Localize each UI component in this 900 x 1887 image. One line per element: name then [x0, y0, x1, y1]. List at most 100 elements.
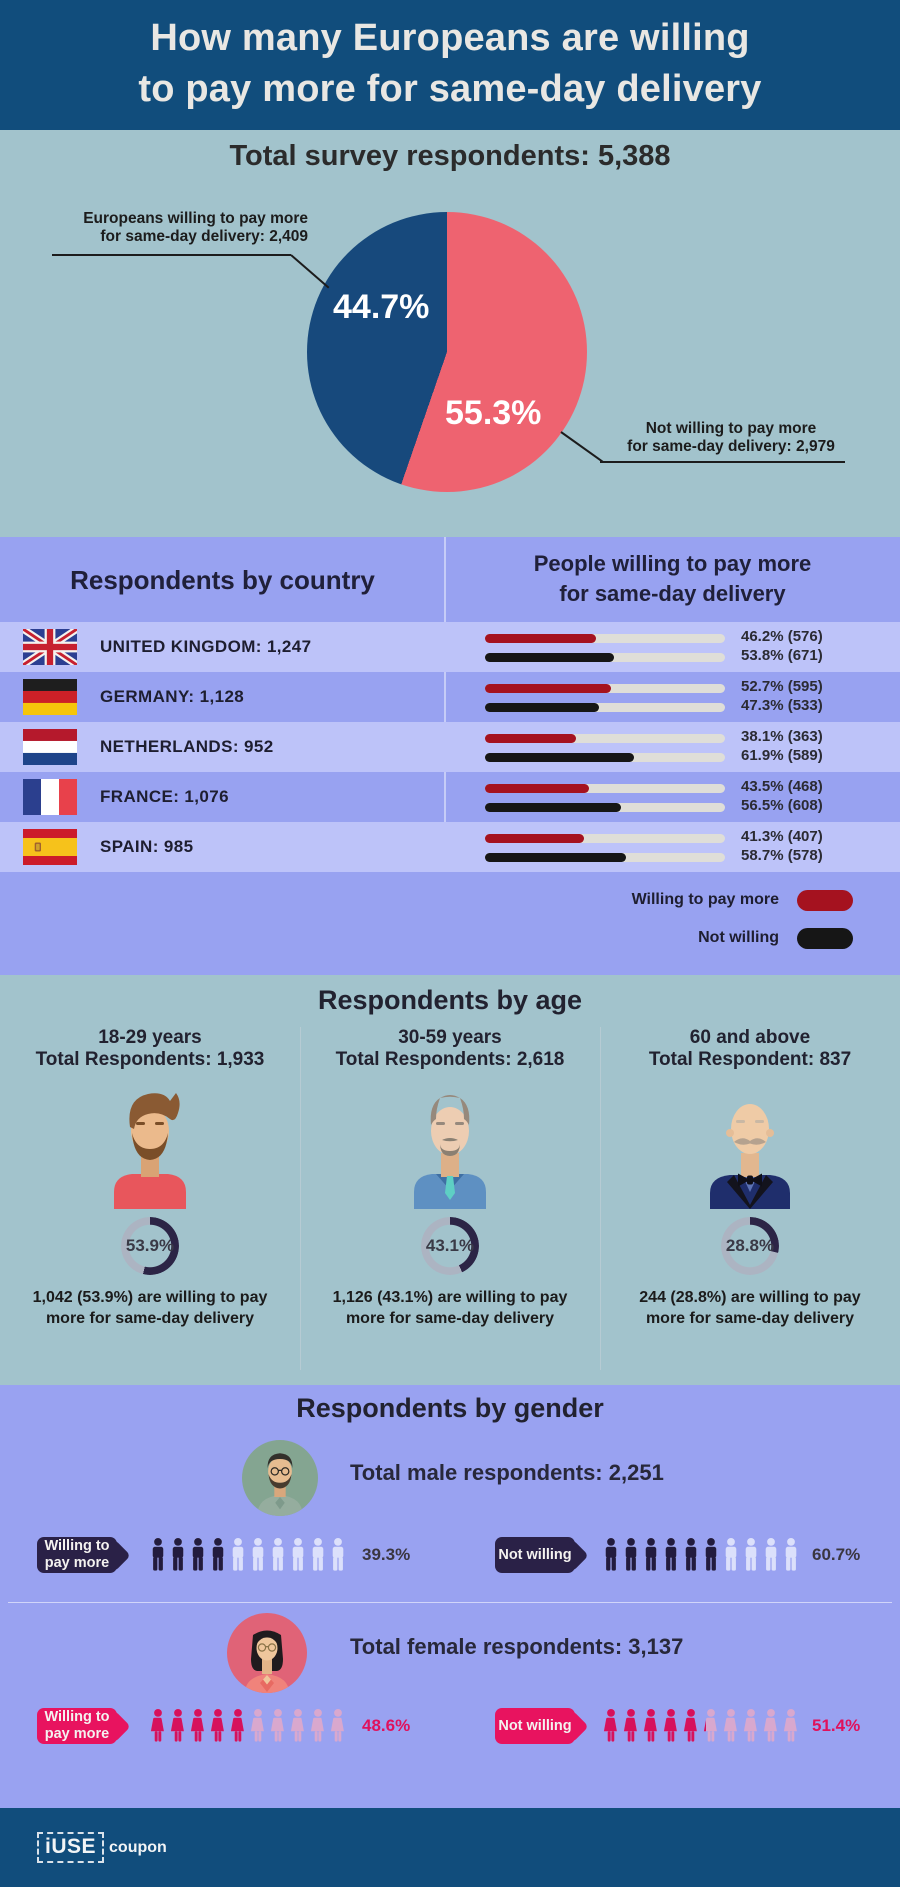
pictograph-filled-icons [150, 1709, 247, 1742]
badge-label-line1: Willing to [44, 1538, 110, 1554]
willing-bar-value: 41.3% (407) [741, 828, 823, 845]
age-range-label: 30-59 years [398, 1027, 502, 1048]
age-desc-line2: more for same-day delivery [45, 1310, 255, 1327]
pictograph-fill-clip [603, 1538, 724, 1571]
female-willing-pictograph [150, 1709, 350, 1742]
female-person-icon [743, 1709, 759, 1742]
badge-label-line1: Willing to [44, 1709, 110, 1725]
legend-not-willing-swatch [797, 927, 853, 949]
pictograph-filled-icons [603, 1709, 706, 1742]
france-flag-icon [23, 779, 77, 815]
male-person-icon [663, 1538, 679, 1571]
pictograph-filled-icons [150, 1538, 229, 1571]
age-range-label: 60 and above [689, 1027, 811, 1048]
female-person-icon [683, 1709, 699, 1742]
legend-not-willing: Not willing [698, 927, 853, 949]
netherlands-flag-icon [23, 729, 77, 765]
willing-bar-track [485, 684, 725, 693]
age-desc: 1,126 (43.1%) are willing to pay more fo… [300, 1287, 600, 1329]
survey-total-heading: Total survey respondents: 5,388 [229, 140, 671, 172]
female-person-icon [170, 1709, 186, 1742]
pie-willing-callout-line1: Europeans willing to pay more [83, 210, 308, 227]
pictograph-fill-clip [150, 1538, 229, 1571]
willing-bar-value: 38.1% (363) [741, 728, 823, 745]
willing-bar-fill [485, 834, 585, 843]
female-avatar-illustration [245, 1630, 289, 1693]
female-person-icon [190, 1709, 206, 1742]
not-willing-bar-track [485, 703, 725, 712]
gender-section-title: Respondents by gender [296, 1393, 604, 1423]
male-not-willing-pictograph [603, 1538, 803, 1571]
male-total-label: Total male respondents: 2,251 [350, 1460, 664, 1485]
age-desc-line2: more for same-day delivery [645, 1310, 855, 1327]
male-person-icon [330, 1538, 346, 1571]
willing-bar-fill [485, 684, 612, 693]
pictograph-fill-clip [603, 1709, 706, 1742]
survey-section: Total survey respondents: 5,388 44.7% 55… [0, 130, 900, 537]
age-group-60-above: 60 and above Total Respondent: 837 28.8 [600, 1023, 900, 1329]
donut-ring [421, 1217, 479, 1275]
male-avatar-illustration [257, 1453, 303, 1516]
male-person-icon [250, 1538, 266, 1571]
male-person-icon [270, 1538, 286, 1571]
age-desc: 244 (28.8%) are willing to pay more for … [600, 1287, 900, 1329]
female-not-willing-badge: Not willing [495, 1708, 589, 1744]
female-person-icon [723, 1709, 739, 1742]
male-person-icon [290, 1538, 306, 1571]
male-willing-badge: Willing to pay more [37, 1537, 131, 1573]
male-person-icon [623, 1538, 639, 1571]
male-person-icon [683, 1538, 699, 1571]
age-section-title: Respondents by age [317, 985, 583, 1015]
donut-percent: 53.9% [125, 1236, 175, 1255]
badge-label-line2: pay more [44, 1726, 110, 1742]
willing-bar-value: 46.2% (576) [741, 628, 823, 645]
male-person-icon [703, 1538, 719, 1571]
countries-bars-heading: People willing to pay more for same-day … [445, 549, 900, 609]
not-willing-bar-track [485, 803, 725, 812]
pie-willing-percent: 44.7% [333, 288, 430, 326]
age-donut-60-above: 28.8% [721, 1217, 779, 1275]
country-row-germany: GERMANY: 1,128 52.7% (595) 47.3% (533) [0, 672, 900, 722]
footer: iUSE coupon [0, 1808, 900, 1887]
countries-bars-heading-line2: for same-day delivery [559, 581, 786, 606]
not-willing-bar-value: 56.5% (608) [741, 797, 823, 814]
female-not-willing-pictograph [603, 1709, 803, 1742]
female-willing-badge: Willing to pay more [37, 1708, 131, 1744]
male-person-icon [723, 1538, 724, 1571]
brand-logo-suffix: coupon [109, 1838, 167, 1856]
badge-label: Not willing [498, 1547, 572, 1563]
age-desc: 1,042 (53.9%) are willing to pay more fo… [0, 1287, 300, 1329]
country-label: GERMANY: 1,128 [100, 687, 245, 706]
male-person-icon [170, 1538, 186, 1571]
young-man-avatar [114, 1093, 186, 1209]
age-column-divider [300, 1027, 301, 1370]
age-desc-line1: 244 (28.8%) are willing to pay [639, 1289, 861, 1306]
female-person-icon [763, 1709, 779, 1742]
not-willing-bar-fill [485, 653, 615, 662]
pie-not-willing-percent: 55.3% [445, 394, 542, 432]
pie-not-willing-callout-line1: Not willing to pay more [645, 420, 817, 437]
willing-bar-track [485, 784, 725, 793]
not-willing-bar-fill [485, 803, 621, 812]
female-avatar [227, 1613, 307, 1693]
country-label: NETHERLANDS: 952 [100, 737, 274, 756]
female-person-icon [250, 1709, 266, 1742]
age-donut-18-29: 53.9% [121, 1217, 179, 1275]
gender-divider [8, 1602, 892, 1603]
willing-bar-track [485, 734, 725, 743]
donut-percent: 28.8% [725, 1236, 775, 1255]
willing-bar-fill [485, 734, 577, 743]
legend-willing-label: Willing to pay more [631, 891, 779, 908]
age-donut-30-59: 43.1% [421, 1217, 479, 1275]
age-range-label: 18-29 years [98, 1027, 202, 1048]
male-person-icon [230, 1538, 246, 1571]
callout-underline-right [600, 461, 845, 463]
willing-bar-track [485, 834, 725, 843]
legend-willing-swatch [797, 889, 853, 911]
age-group-18-29: 18-29 years Total Respondents: 1,933 53.… [0, 1023, 300, 1329]
countries-heading: Respondents by country [70, 565, 375, 595]
willing-bar-value: 43.5% (468) [741, 778, 823, 795]
gender-section: Respondents by gender Total male respond… [0, 1385, 900, 1808]
badge-label-line2: pay more [44, 1555, 110, 1571]
